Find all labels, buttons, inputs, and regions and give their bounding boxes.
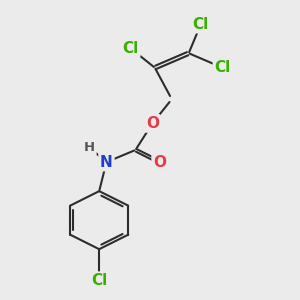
Text: Cl: Cl: [193, 17, 209, 32]
Text: Cl: Cl: [91, 273, 107, 288]
Text: H: H: [84, 141, 95, 154]
Text: Cl: Cl: [122, 41, 139, 56]
Text: N: N: [100, 154, 113, 169]
Text: O: O: [146, 116, 159, 131]
Text: Cl: Cl: [214, 60, 231, 75]
Text: O: O: [153, 154, 166, 169]
